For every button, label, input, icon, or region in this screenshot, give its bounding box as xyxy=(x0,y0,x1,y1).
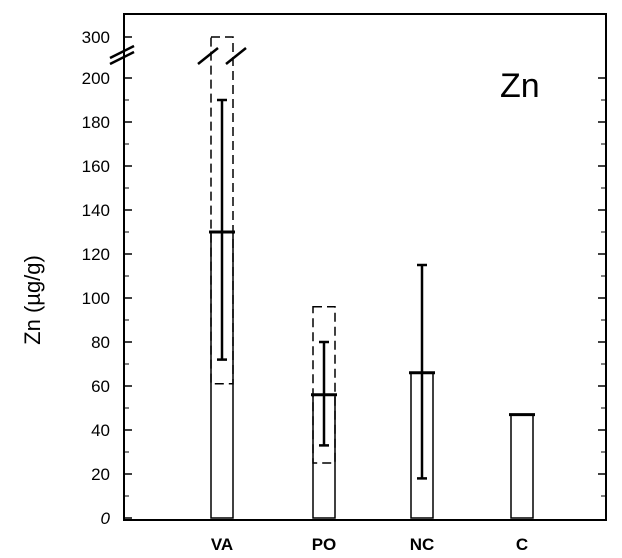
y-tick-label: 140 xyxy=(82,201,110,220)
axis-break-mark xyxy=(109,44,135,60)
x-category-label: C xyxy=(516,535,528,554)
bar-c xyxy=(510,413,534,519)
axis-break xyxy=(109,44,247,66)
bars xyxy=(209,230,535,519)
x-category-label: VA xyxy=(211,535,233,554)
axis-break-mark xyxy=(109,50,135,66)
panel-label: Zn xyxy=(500,67,540,105)
y-tick-label: 120 xyxy=(82,245,110,264)
y-axis-label: Zn (µg/g) xyxy=(20,255,45,345)
y-tick-label: 300 xyxy=(82,28,110,47)
y-tick-label: 20 xyxy=(91,465,110,484)
y-tick-label: 0 xyxy=(101,509,111,528)
y-tick-label: 200 xyxy=(82,69,110,88)
range-box-va xyxy=(210,36,234,385)
y-tick-label: 40 xyxy=(91,421,110,440)
range-boxes xyxy=(210,36,336,464)
y-tick-label: 160 xyxy=(82,157,110,176)
y-tick-label: 80 xyxy=(91,333,110,352)
y-tick-label: 60 xyxy=(91,377,110,396)
x-axis-categories: VA PO NC C xyxy=(211,535,528,554)
x-category-label: PO xyxy=(312,535,337,554)
range-box-po xyxy=(312,306,336,464)
plot-frame xyxy=(123,13,607,521)
y-tick-label: 180 xyxy=(82,113,110,132)
error-bars xyxy=(217,98,427,480)
y-tick-label: 100 xyxy=(82,289,110,308)
bar-break-mark xyxy=(197,47,219,65)
plot-border xyxy=(123,13,607,521)
x-category-label: NC xyxy=(410,535,435,554)
y-axis-ticks: 0 20 40 60 80 100 120 140 160 180 200 300 xyxy=(82,28,606,528)
bar-break-mark xyxy=(225,47,247,65)
